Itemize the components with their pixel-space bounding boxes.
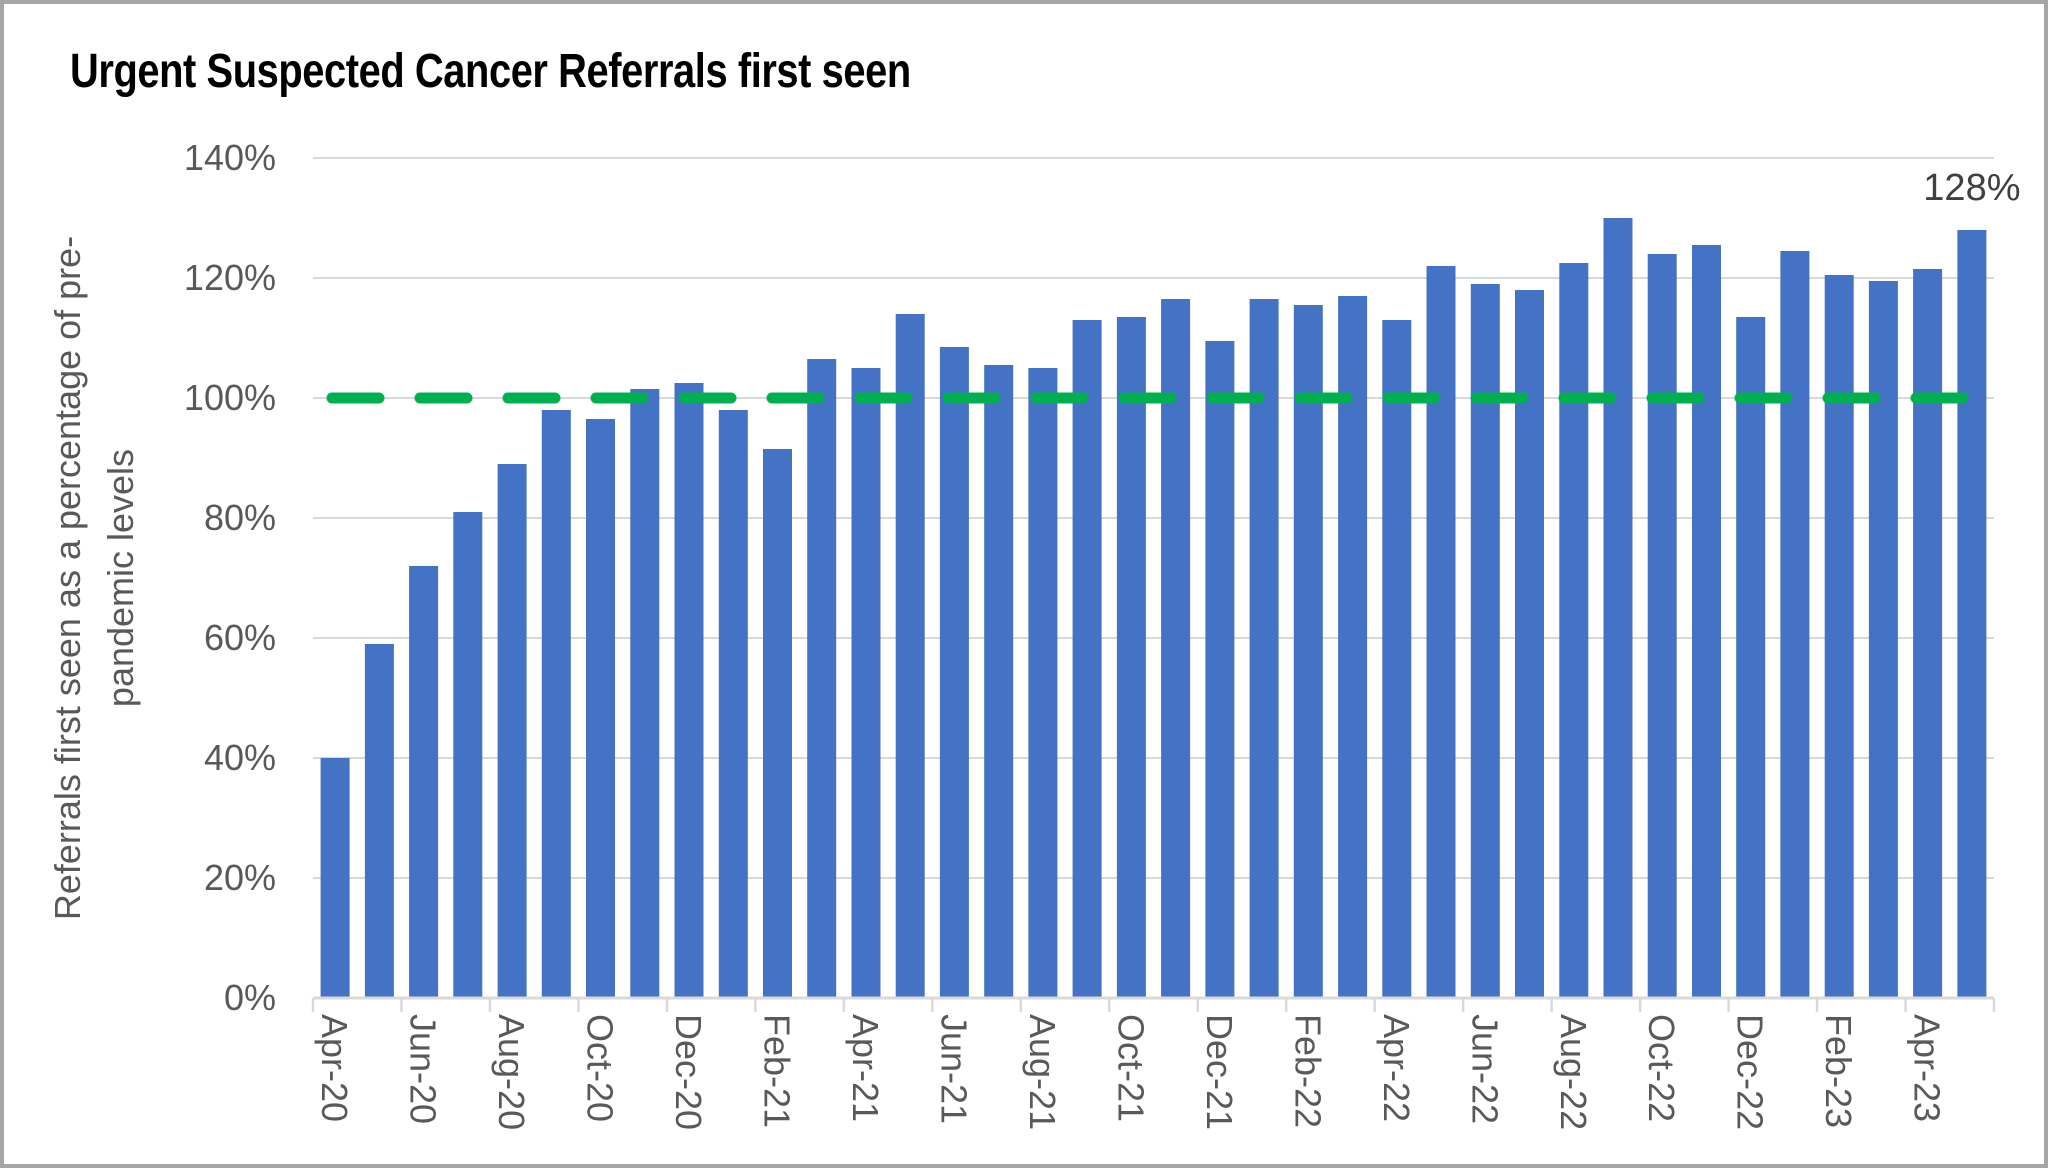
- chart-title: Urgent Suspected Cancer Referrals first …: [70, 45, 911, 98]
- bar-Dec-20: [674, 383, 704, 998]
- bar-Apr-22: [1382, 320, 1412, 998]
- bar-Sep-21: [1072, 320, 1102, 998]
- x-tick-label-Apr-22: Apr-22: [1376, 1014, 1417, 1122]
- x-tick-label-Jun-21: Jun-21: [933, 1014, 974, 1124]
- x-tick-label-Feb-22: Feb-22: [1287, 1014, 1328, 1128]
- bar-Oct-21: [1116, 317, 1146, 998]
- bar-Mar-21: [807, 359, 837, 998]
- x-tick-label-Apr-23: Apr-23: [1907, 1014, 1948, 1122]
- x-tick-label-Jun-22: Jun-22: [1464, 1014, 1505, 1124]
- bar-Apr-23: [1913, 269, 1943, 998]
- bar-May-21: [895, 314, 925, 998]
- bar-Mar-22: [1338, 296, 1368, 998]
- x-tick-label-Oct-22: Oct-22: [1641, 1014, 1682, 1122]
- bar-May-22: [1426, 266, 1456, 998]
- data-label-May-23: 128%: [1923, 167, 2020, 209]
- bar-Nov-20: [630, 389, 660, 998]
- bar-Oct-20: [586, 419, 615, 998]
- bar-Jan-22: [1249, 299, 1279, 998]
- x-tick-label-Feb-23: Feb-23: [1818, 1014, 1859, 1128]
- bar-Jun-20: [409, 566, 439, 998]
- bar-Dec-21: [1205, 341, 1235, 998]
- x-tick-label-Apr-21: Apr-21: [845, 1014, 886, 1122]
- bar-Dec-22: [1736, 317, 1766, 998]
- bar-Feb-23: [1824, 275, 1854, 998]
- bar-Aug-21: [1028, 368, 1058, 998]
- bar-chart-plot-area: 140% 120% 100% 80% 60% 40% 20% 0% Apr-20 Jun-20 Au…: [184, 137, 2021, 1130]
- bar-Jun-22: [1470, 284, 1500, 998]
- bar-Jan-21: [718, 410, 748, 998]
- bar-Nov-22: [1692, 245, 1721, 998]
- bar-Feb-21: [763, 449, 792, 998]
- bar-Sep-22: [1603, 218, 1633, 998]
- y-tick-label-140%: 140%: [184, 137, 276, 178]
- x-tick-label-Aug-22: Aug-22: [1553, 1014, 1594, 1130]
- y-tick-label-80%: 80%: [204, 497, 276, 538]
- bar-Nov-21: [1161, 299, 1191, 998]
- y-tick-label-0%: 0%: [224, 977, 276, 1018]
- x-tick-label-Feb-21: Feb-21: [757, 1014, 798, 1128]
- y-tick-label-20%: 20%: [204, 857, 276, 898]
- x-tick-label-Jun-20: Jun-20: [403, 1014, 444, 1124]
- y-tick-label-100%: 100%: [184, 377, 276, 418]
- bar-Jul-21: [984, 365, 1014, 998]
- bar-May-23: [1957, 230, 1987, 998]
- bar-May-20: [364, 644, 394, 998]
- bar-Apr-21: [851, 368, 881, 998]
- bar-Jun-21: [939, 347, 969, 998]
- x-tick-label-Oct-20: Oct-20: [580, 1014, 621, 1122]
- bar-Feb-22: [1293, 305, 1323, 998]
- bar-Jul-22: [1515, 290, 1544, 998]
- bar-Apr-20: [320, 758, 350, 998]
- x-tick-label-Aug-20: Aug-20: [491, 1014, 532, 1130]
- y-tick-label-120%: 120%: [184, 257, 276, 298]
- bar-Mar-23: [1868, 281, 1898, 998]
- bar-Jul-20: [453, 512, 483, 998]
- bar-Oct-22: [1647, 254, 1677, 998]
- bar-Aug-22: [1559, 263, 1589, 998]
- x-tick-label-Apr-20: Apr-20: [314, 1014, 355, 1122]
- y-tick-label-40%: 40%: [204, 737, 276, 778]
- bar-Aug-20: [497, 464, 527, 998]
- bar-Sep-20: [541, 410, 571, 998]
- y-tick-label-60%: 60%: [204, 617, 276, 658]
- x-tick-label-Dec-22: Dec-22: [1730, 1014, 1771, 1130]
- x-tick-label-Dec-21: Dec-21: [1199, 1014, 1240, 1130]
- x-tick-label-Aug-21: Aug-21: [1022, 1014, 1063, 1130]
- x-tick-label-Oct-21: Oct-21: [1110, 1014, 1151, 1122]
- bar-Jan-23: [1780, 251, 1810, 998]
- x-tick-label-Dec-20: Dec-20: [668, 1014, 709, 1130]
